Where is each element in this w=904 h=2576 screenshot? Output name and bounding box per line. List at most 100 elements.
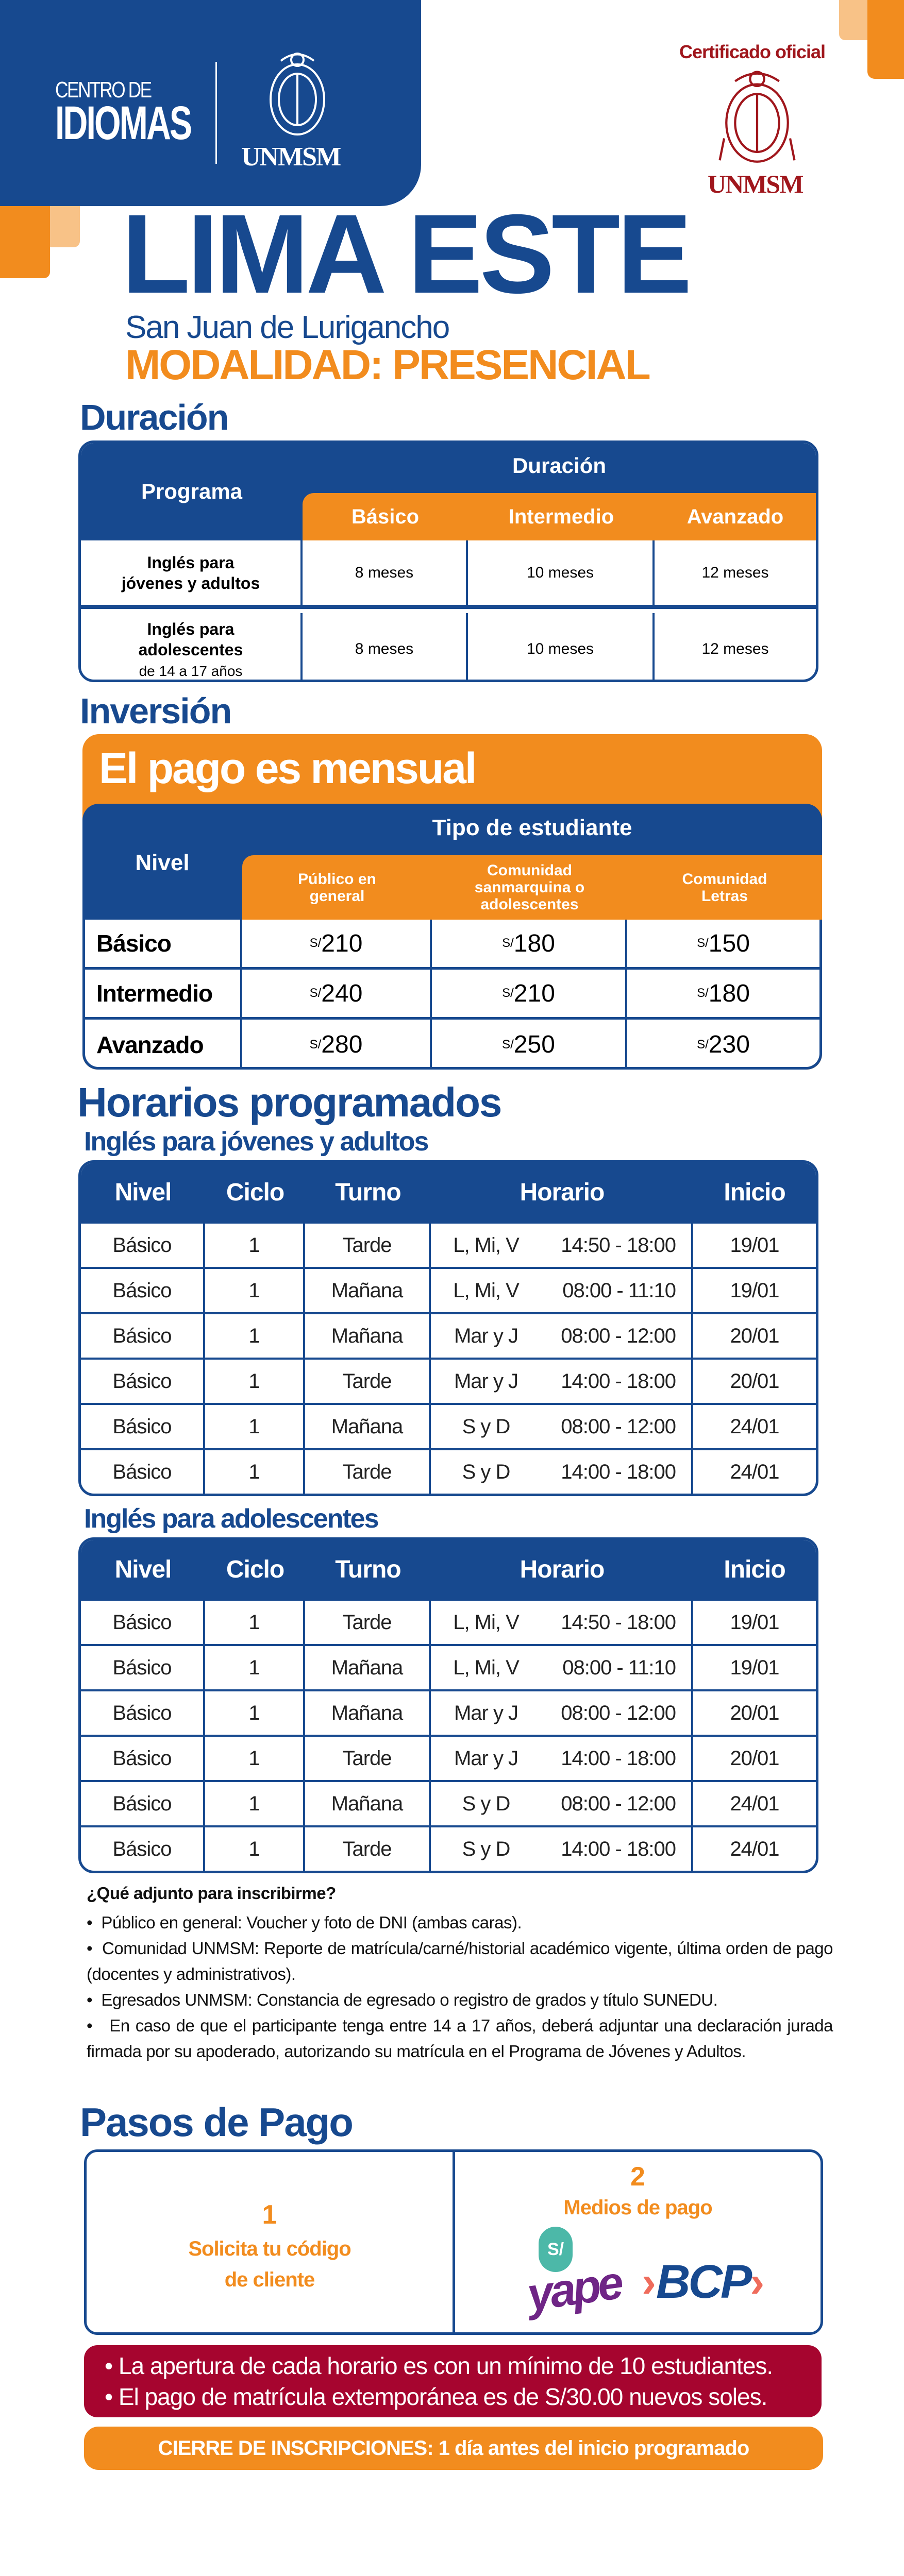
table-row: Básico 1 Tarde Mar y J 14:00 - 18:00 20/01 — [81, 1735, 816, 1780]
table-row: Inglés para adolescentes de 14 a 17 años … — [81, 613, 816, 680]
type-sanmarquina: Comunidad sanmarquina o adolescentes — [474, 862, 585, 913]
table-row: Inglés para jóvenes y adultos 8 meses 10… — [81, 540, 816, 609]
duration-cell: 10 meses — [468, 613, 655, 680]
level-cell: Básico — [81, 1224, 205, 1267]
schedule-cell: S y D 08:00 - 12:00 — [431, 1782, 693, 1825]
payment-heading: Pasos de Pago — [80, 2099, 354, 2145]
time-text: 14:50 - 18:00 — [561, 1611, 676, 1634]
table-row: Básico 1 Mañana S y D 08:00 - 12:00 24/01 — [81, 1403, 816, 1448]
requirement-item: • Egresados UNMSM: Constancia de egresad… — [87, 1990, 718, 2009]
price-value: 250 — [513, 1031, 555, 1058]
table-row: Intermedio S/240 S/210 S/180 — [85, 970, 819, 1020]
pricing-table: El pago es mensual Nivel Tipo de estudia… — [82, 734, 822, 1070]
time-text: 08:00 - 12:00 — [561, 1415, 676, 1438]
level-cell: Básico — [81, 1314, 205, 1358]
schedule-cell: Mar y J 14:00 - 18:00 — [431, 1737, 693, 1780]
cycle-cell: 1 — [205, 1314, 305, 1358]
column-header: Nivel — [114, 1555, 172, 1583]
currency-symbol: S/ — [309, 936, 322, 950]
decor-bar — [50, 206, 80, 247]
duration-cell: 12 meses — [701, 564, 769, 581]
start-cell: 19/01 — [730, 1611, 779, 1634]
days-text: S y D — [462, 1837, 511, 1860]
start-cell: 20/01 — [730, 1747, 779, 1770]
schedule-header: Nivel Ciclo Turno Horario Inicio — [81, 1540, 816, 1599]
level-cell: Básico — [81, 1450, 205, 1494]
investment-heading: Inversión — [80, 691, 232, 731]
level-cell: Básico — [81, 1691, 205, 1735]
schedule-cell: L, Mi, V 08:00 - 11:10 — [431, 1646, 693, 1689]
yape-symbol: S/ — [539, 2227, 573, 2272]
duration-heading: Duración — [80, 397, 229, 437]
schedule-cell: Mar y J 08:00 - 12:00 — [431, 1314, 693, 1358]
col-student-type: Tipo de estudiante — [432, 815, 632, 840]
logo-idiomas-text: IDIOMAS — [55, 97, 192, 149]
closing-banner: CIERRE DE INSCRIPCIONES: 1 día antes del… — [84, 2427, 823, 2470]
schedule-cell: S y D 14:00 - 18:00 — [431, 1450, 693, 1494]
price-value: 150 — [708, 929, 750, 957]
currency-symbol: S/ — [502, 986, 514, 1000]
level-label: Básico — [85, 920, 242, 967]
start-cell: 24/01 — [730, 1837, 779, 1860]
requirement-text: En caso de que el participante tenga ent… — [87, 2016, 833, 2061]
shift-cell: Mañana — [305, 1646, 431, 1689]
step-text: de cliente — [224, 2268, 315, 2291]
time-text: 08:00 - 12:00 — [561, 1324, 676, 1347]
days-text: S y D — [462, 1460, 511, 1483]
level-cell: Básico — [81, 1269, 205, 1312]
shift-cell: Mañana — [305, 1405, 431, 1448]
shift-cell: Tarde — [305, 1450, 431, 1494]
table-row: Básico 1 Tarde L, Mi, V 14:50 - 18:00 19/01 — [81, 1599, 816, 1644]
table-row: Básico 1 Mañana Mar y J 08:00 - 12:00 20/01 — [81, 1312, 816, 1358]
start-cell: 24/01 — [730, 1792, 779, 1815]
time-text: 14:00 - 18:00 — [561, 1747, 676, 1770]
requirement-text: Egresados UNMSM: Constancia de egresado … — [101, 1990, 718, 2009]
shift-cell: Tarde — [305, 1737, 431, 1780]
step-number: 2 — [630, 2162, 645, 2192]
level-cell: Básico — [81, 1601, 205, 1644]
notice-text: El pago de matrícula extemporánea es de … — [118, 2383, 767, 2410]
start-cell: 24/01 — [730, 1415, 779, 1438]
bcp-chevron-icon: › — [750, 2258, 765, 2306]
duration-cell: 10 meses — [468, 540, 655, 605]
cycle-cell: 1 — [205, 1782, 305, 1825]
time-text: 08:00 - 11:10 — [562, 1279, 676, 1302]
cycle-cell: 1 — [205, 1224, 305, 1267]
currency-symbol: S/ — [697, 936, 709, 950]
start-cell: 24/01 — [730, 1460, 779, 1483]
monthly-payment-banner: El pago es mensual — [99, 744, 477, 792]
district-subtitle: San Juan de Lurigancho — [125, 310, 450, 345]
price-cell: S/210 — [242, 920, 432, 967]
currency-symbol: S/ — [697, 986, 709, 1000]
duration-cell: 8 meses — [303, 613, 468, 680]
table-row: Básico 1 Tarde S y D 14:00 - 18:00 24/01 — [81, 1825, 816, 1871]
col-level: Nivel — [135, 850, 190, 875]
schedules-heading: Horarios programados — [77, 1079, 502, 1125]
col-level: Avanzado — [687, 505, 784, 528]
unmsm-seal-red-icon — [718, 71, 796, 163]
logo-centro-text: CENTRO DE — [55, 77, 152, 103]
program-label: Inglés para jóvenes y adultos — [121, 553, 260, 592]
yape-logo: S/ yape — [524, 2227, 624, 2330]
cycle-cell: 1 — [205, 1827, 305, 1871]
days-text: Mar y J — [454, 1324, 518, 1347]
schedule-cell: Mar y J 08:00 - 12:00 — [431, 1691, 693, 1735]
cycle-cell: 1 — [205, 1269, 305, 1312]
cycle-cell: 1 — [205, 1691, 305, 1735]
column-header: Ciclo — [226, 1178, 284, 1206]
price-cell: S/230 — [627, 1020, 819, 1067]
schedule-table: Nivel Ciclo Turno Horario Inicio Básico 1 Tarde… — [78, 1160, 818, 1496]
currency-symbol: S/ — [502, 936, 514, 950]
start-cell: 19/01 — [730, 1233, 779, 1257]
requirement-item: • En caso de que el participante tenga e… — [87, 2016, 833, 2061]
table-row: Básico 1 Mañana S y D 08:00 - 12:00 24/01 — [81, 1780, 816, 1825]
unmsm-seal-icon — [270, 53, 325, 135]
time-text: 14:00 - 18:00 — [561, 1460, 676, 1483]
level-cell: Básico — [81, 1782, 205, 1825]
price-value: 210 — [513, 979, 555, 1007]
price-value: 180 — [513, 929, 555, 957]
days-text: S y D — [462, 1415, 511, 1438]
header-banner — [0, 0, 421, 206]
shift-cell: Tarde — [305, 1360, 431, 1403]
decor-bar — [0, 206, 50, 278]
